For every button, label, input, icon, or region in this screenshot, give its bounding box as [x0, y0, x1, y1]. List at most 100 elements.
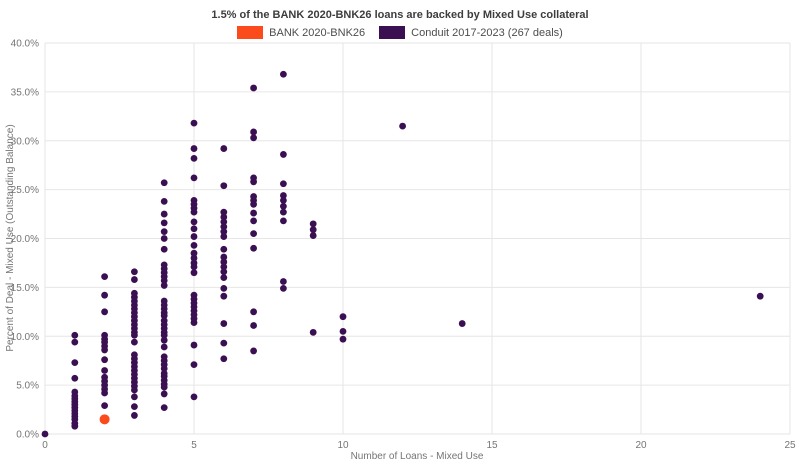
- scatter-point: [250, 134, 257, 142]
- scatter-point: [280, 217, 287, 225]
- scatter-point: [280, 202, 287, 210]
- scatter-point: [250, 209, 257, 217]
- scatter-point: [250, 217, 257, 225]
- scatter-point: [190, 241, 198, 249]
- scatter-point: [160, 312, 168, 320]
- scatter-point: [131, 268, 138, 276]
- scatter-point: [250, 347, 257, 355]
- y-tick-label: 25.0%: [11, 185, 39, 196]
- scatter-point: [220, 245, 228, 253]
- scatter-point: [190, 145, 198, 152]
- x-tick-label: 15: [486, 440, 498, 451]
- y-tick-label: 40.0%: [11, 39, 39, 50]
- scatter-point: [399, 122, 406, 130]
- scatter-point: [190, 249, 198, 257]
- scatter-point: [160, 277, 168, 284]
- x-tick-label: 5: [191, 440, 197, 451]
- scatter-point: [220, 213, 228, 221]
- scatter-point: [190, 361, 198, 368]
- scatter-point: [190, 174, 198, 182]
- x-tick-label: 10: [337, 440, 349, 451]
- x-tick-label: 20: [635, 440, 647, 451]
- scatter-point: [458, 320, 466, 327]
- scatter-point: [101, 402, 108, 410]
- scatter-point: [250, 178, 257, 186]
- scatter-point: [131, 386, 138, 394]
- scatter-point: [190, 319, 198, 326]
- scatter-point: [190, 263, 198, 271]
- scatter-point: [160, 331, 168, 339]
- scatter-point: [220, 223, 228, 231]
- scatter-point: [309, 220, 317, 228]
- scatter-point: [190, 233, 198, 240]
- scatter-point: [220, 182, 228, 190]
- scatter-point: [250, 308, 257, 316]
- scatter-point: [131, 276, 138, 283]
- scatter-point: [190, 208, 198, 216]
- legend: BANK 2020-BNK26 Conduit 2017-2023 (267 d…: [0, 26, 800, 39]
- scatter-point: [250, 322, 257, 329]
- scatter-point: [220, 263, 228, 271]
- y-tick-label: 15.0%: [11, 283, 39, 294]
- scatter-point: [220, 268, 228, 276]
- scatter-point: [220, 284, 228, 292]
- scatter-point: [101, 389, 108, 397]
- scatter-point: [131, 403, 138, 411]
- scatter-point: [280, 192, 287, 199]
- gridlines: [44, 42, 791, 435]
- scatter-point: [160, 343, 168, 351]
- legend-label-bank: BANK 2020-BNK26: [269, 26, 366, 39]
- scatter-point: [280, 180, 287, 188]
- legend-swatch-bank-icon: [237, 26, 264, 39]
- scatter-point: [250, 84, 257, 92]
- scatter-point: [160, 245, 168, 253]
- legend-swatch-conduit-icon: [379, 26, 406, 39]
- legend-item-conduit: Conduit 2017-2023 (267 deals): [379, 26, 563, 39]
- scatter-point: [220, 208, 228, 216]
- x-tick-label: 25: [784, 440, 796, 451]
- scatter-point: [160, 282, 168, 289]
- scatter-point: [101, 273, 108, 281]
- scatter-point: [250, 244, 257, 252]
- scatter-point: [309, 328, 317, 336]
- scatter-point: [71, 422, 79, 430]
- scatter-point: [309, 232, 317, 239]
- scatter-point: [220, 258, 228, 266]
- scatter-point: [71, 374, 79, 382]
- scatter-point: [280, 284, 287, 292]
- scatter-point: [756, 292, 764, 300]
- x-tick-label: 0: [42, 440, 48, 451]
- scatter-point: [160, 390, 168, 398]
- scatter-point: [101, 346, 108, 354]
- x-axis-label: Number of Loans - Mixed Use: [351, 451, 484, 462]
- scatter-point: [71, 338, 79, 346]
- scatter-point: [220, 274, 228, 281]
- scatter-point: [160, 197, 168, 205]
- scatter-point: [220, 233, 228, 240]
- scatter-point: [101, 308, 108, 316]
- scatter-point: [280, 196, 287, 204]
- scatter-point: [339, 335, 347, 343]
- scatter-point: [190, 119, 198, 127]
- scatter-point: [190, 269, 198, 277]
- scatter-point: [41, 430, 49, 438]
- scatter-point: [71, 359, 79, 367]
- y-tick-label: 0.0%: [16, 430, 39, 441]
- scatter-point: [280, 208, 287, 216]
- scatter-point: [160, 383, 168, 391]
- scatter-point: [101, 356, 108, 364]
- legend-label-conduit: Conduit 2017-2023 (267 deals): [411, 26, 563, 39]
- scatter-point: [131, 412, 138, 419]
- scatter-point: [131, 331, 138, 339]
- scatter-point: [220, 145, 228, 152]
- scatter-point: [220, 339, 228, 347]
- y-tick-label: 30.0%: [11, 136, 39, 147]
- scatter-point: [160, 219, 168, 227]
- scatter-point: [220, 228, 228, 236]
- scatter-point: [131, 393, 138, 401]
- scatter-point: [220, 292, 228, 300]
- scatter-point: [160, 365, 168, 372]
- scatter-point: [160, 228, 168, 236]
- scatter-point: [71, 331, 79, 339]
- y-tick-label: 20.0%: [11, 234, 39, 245]
